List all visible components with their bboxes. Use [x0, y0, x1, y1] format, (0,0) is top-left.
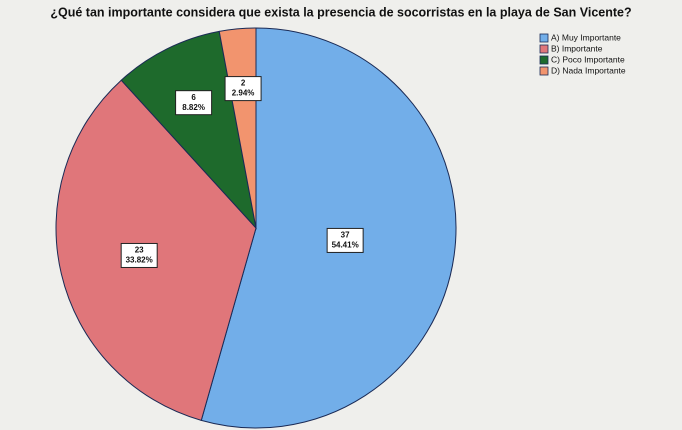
data-label-box: [175, 90, 213, 116]
data-label: 8.82%: [182, 103, 205, 112]
legend-label: C) Poco Importante: [551, 54, 625, 64]
legend-label: B) Importante: [551, 43, 603, 53]
legend-swatch: [539, 55, 549, 65]
legend-label: A) Muy Importante: [551, 32, 621, 42]
data-label: 23: [135, 246, 144, 255]
legend-swatch: [539, 33, 549, 43]
pie-slice: [120, 30, 257, 230]
data-label: 6: [191, 93, 196, 102]
data-label: 54.41%: [332, 241, 359, 250]
data-label: 2.94%: [232, 89, 255, 98]
legend-swatch: [539, 44, 549, 54]
data-label-box: [120, 242, 158, 268]
legend-swatch: [539, 66, 549, 76]
data-label: 33.82%: [126, 256, 153, 265]
data-label: 37: [341, 231, 350, 240]
data-label-box: [224, 76, 262, 102]
chart-title: ¿Qué tan importante considera que exista…: [50, 5, 631, 19]
data-label: 2: [241, 79, 246, 88]
data-label-box: [326, 227, 364, 253]
legend-label: D) Nada Importante: [551, 65, 626, 75]
